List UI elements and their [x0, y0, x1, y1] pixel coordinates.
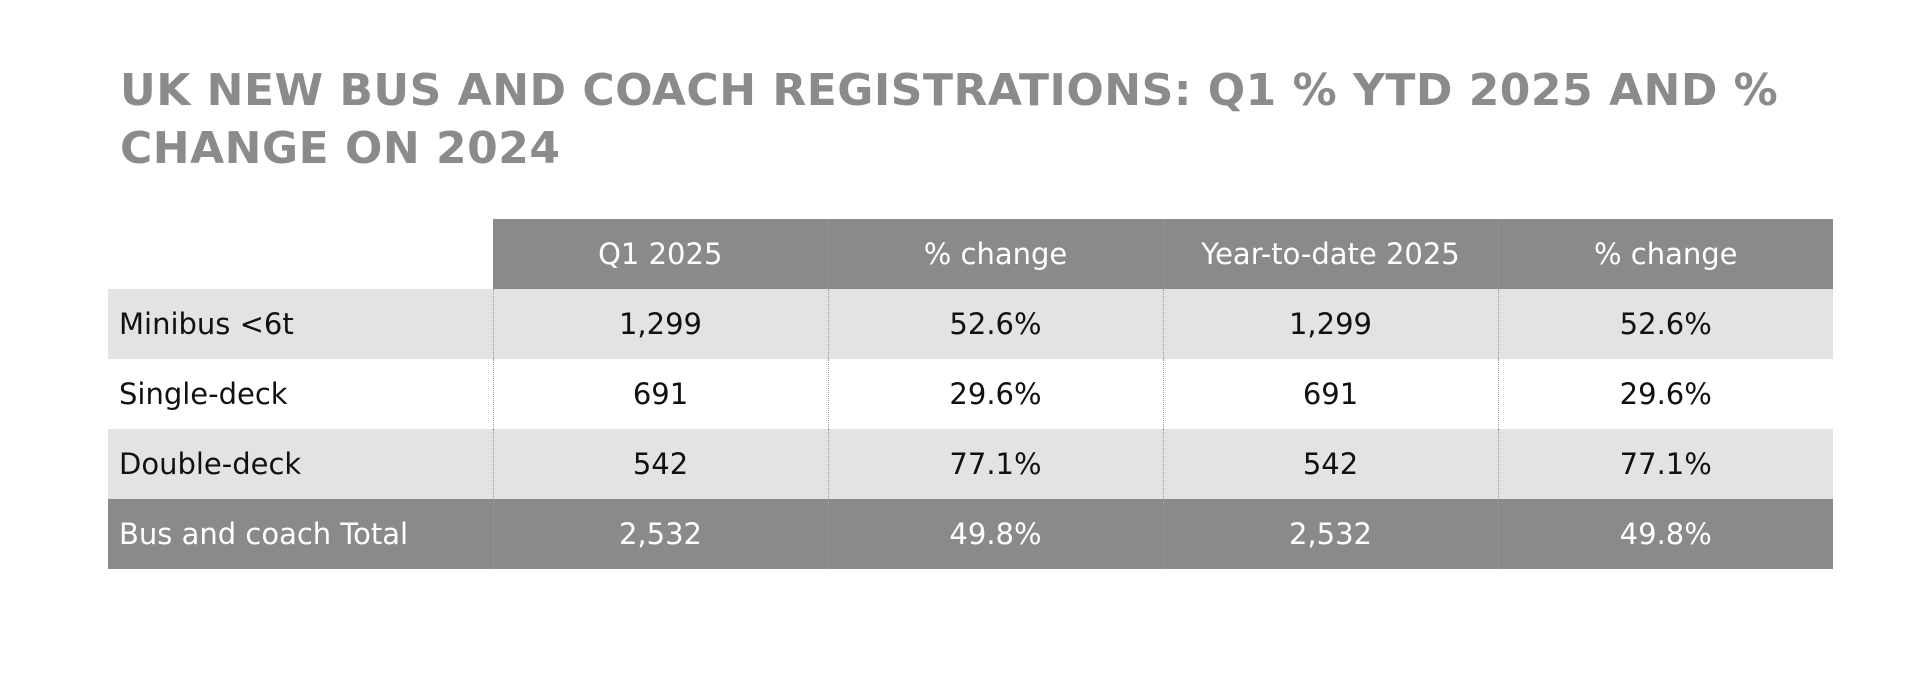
header-q1-pct-change: % change [827, 219, 1163, 289]
cell-q1-pct-change: 52.6% [827, 289, 1163, 359]
cell-q1-pct-change: 77.1% [827, 429, 1163, 499]
cell-q1-pct-change: 29.6% [827, 359, 1163, 429]
cell-ytd-2025: 542 [1162, 429, 1498, 499]
header-ytd-pct-change: % change [1497, 219, 1833, 289]
cell-ytd-2025: 691 [1162, 359, 1498, 429]
cell-ytd-pct-change: 52.6% [1497, 289, 1833, 359]
cell-q1-2025: 1,299 [492, 289, 828, 359]
cell-ytd-pct-change: 29.6% [1497, 359, 1833, 429]
registrations-table: Q1 2025 % change Year-to-date 2025 % cha… [108, 219, 1833, 569]
cell-ytd-pct-change: 49.8% [1497, 499, 1833, 569]
table-row-minibus: Minibus <6t 1,299 52.6% 1,299 52.6% [108, 289, 1833, 359]
table-row-double-deck: Double-deck 542 77.1% 542 77.1% [108, 429, 1833, 499]
cell-q1-2025: 2,532 [492, 499, 828, 569]
cell-ytd-2025: 2,532 [1162, 499, 1498, 569]
row-label: Bus and coach Total [108, 499, 493, 569]
header-ytd-2025: Year-to-date 2025 [1162, 219, 1498, 289]
cell-q1-pct-change: 49.8% [827, 499, 1163, 569]
row-label: Single-deck [108, 359, 493, 429]
page-title: UK NEW BUS AND COACH REGISTRATIONS: Q1 %… [120, 65, 1779, 174]
row-label: Double-deck [108, 429, 493, 499]
header-q1-2025: Q1 2025 [493, 219, 828, 289]
cell-q1-2025: 542 [492, 429, 828, 499]
row-label: Minibus <6t [108, 289, 493, 359]
table-row-single-deck: Single-deck 691 29.6% 691 29.6% [108, 359, 1833, 429]
table-header-row: Q1 2025 % change Year-to-date 2025 % cha… [108, 219, 1833, 289]
cell-ytd-pct-change: 77.1% [1497, 429, 1833, 499]
cell-ytd-2025: 1,299 [1162, 289, 1498, 359]
table-row-total: Bus and coach Total 2,532 49.8% 2,532 49… [108, 499, 1833, 569]
cell-q1-2025: 691 [492, 359, 828, 429]
header-blank-cell [108, 219, 493, 289]
